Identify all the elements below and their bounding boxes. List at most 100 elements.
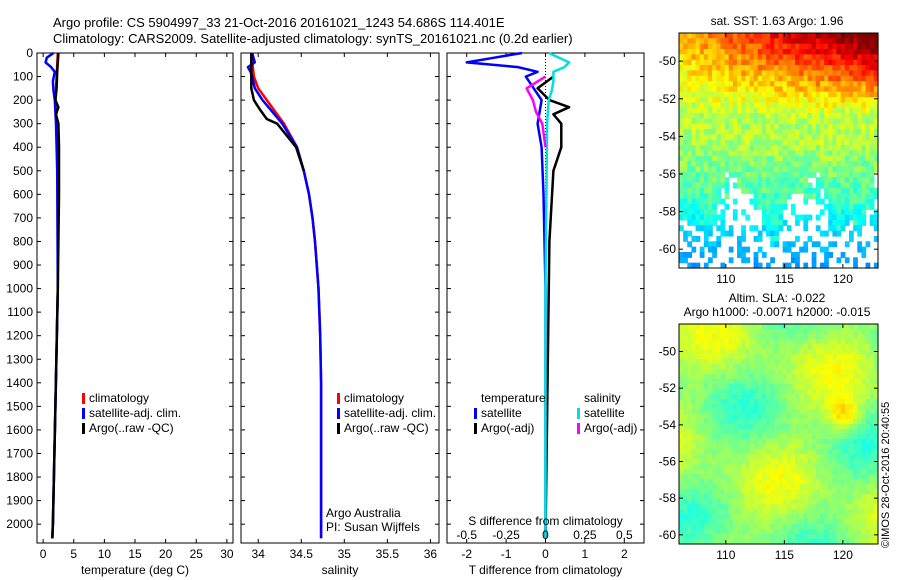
x-tick-label: -2: [461, 547, 472, 561]
x-tick-label: 15: [128, 547, 142, 561]
salinity-legend-climatology-swatch: [337, 393, 340, 404]
difference-legend: temperature salinitysatelliteArgo(-adj)sa…: [474, 391, 637, 435]
map-x-tick-label: 115: [775, 272, 794, 286]
map-y-tick-label: -50: [659, 345, 677, 359]
x-tick-label: -1: [501, 547, 512, 561]
sst-map-title: sat. SST: 1.63 Argo: 1.96: [711, 14, 844, 28]
map-x-tick-label: 110: [716, 548, 735, 562]
y-tick-label: 2000: [6, 517, 33, 531]
y-tick-label: 500: [13, 164, 33, 178]
y-tick-label: 1400: [6, 376, 33, 390]
map-y-tick-label: -52: [659, 381, 677, 395]
map-y-tick-label: -60: [659, 242, 677, 256]
salinity-series-argo: [250, 53, 305, 172]
watermark: ©IMOS 28-Oct-2016 20:40:55: [880, 402, 892, 548]
y-tick-label: 1000: [6, 282, 33, 296]
y-tick-label: 1200: [6, 329, 33, 343]
x-tick-label: 36: [424, 547, 438, 561]
x-tick-label: 30: [220, 547, 234, 561]
s-diff-tick-label: -0.25: [492, 528, 520, 542]
x-tick-label: 34: [252, 547, 266, 561]
x-tick-label: 1: [582, 547, 589, 561]
y-tick-label: 1700: [6, 446, 33, 460]
x-tick-label: 25: [190, 547, 204, 561]
y-tick-label: 600: [13, 187, 33, 201]
salinity-xlabel: salinity: [322, 563, 359, 577]
salinity-legend-climatology-label: climatology: [344, 391, 404, 405]
y-tick-label: 1900: [6, 494, 33, 508]
x-tick-label: 0: [542, 547, 549, 561]
sst-map-panel: sat. SST: 1.63 Argo: 1.96 110 115 120 -50 -52…: [659, 14, 879, 286]
temperature-plot-frame: [36, 52, 234, 544]
map-y-tick-label: -54: [659, 129, 677, 143]
diff-legend-s-argo-swatch: [577, 423, 580, 434]
x-tick-label: 2: [621, 547, 628, 561]
y-tick-label: 300: [13, 117, 33, 131]
diff-legend-t-argo-swatch: [474, 423, 477, 434]
s-diff-tick-label: 0.25: [573, 528, 597, 542]
map-x-tick-label: 110: [716, 272, 735, 286]
map-x-tick-label: 120: [833, 272, 853, 286]
map-y-tick-label: -52: [659, 92, 677, 106]
y-tick-label: 400: [13, 140, 33, 154]
temperature-panel: 0100200300400500600700800900100011001200…: [6, 46, 234, 577]
map-y-tick-label: -58: [659, 491, 677, 505]
map-y-tick-label: -56: [659, 455, 677, 469]
salinity-legend-satellite-label: satellite-adj. clim.: [344, 406, 436, 420]
difference-series-satellite: [465, 51, 547, 539]
difference-series-salinity_argo: [525, 75, 547, 148]
diff-legend-s-argo-label: Argo(-adj): [584, 421, 637, 435]
salinity-annotation: PI: Susan Wijffels: [326, 520, 420, 534]
temperature-legend-satellite-label: satellite-adj. clim.: [89, 406, 181, 420]
salinity-legend-satellite-swatch: [337, 408, 340, 419]
y-tick-label: 800: [13, 234, 33, 248]
x-tick-label: 5: [70, 547, 77, 561]
sla-map-title: Altim. SLA: -0.022: [729, 291, 826, 305]
y-tick-label: 900: [13, 258, 33, 272]
x-tick-label: 35: [338, 547, 352, 561]
diff-legend-s-satellite-swatch: [577, 408, 580, 419]
sla-map-frame: [678, 323, 879, 545]
temperature-legend-argo-label: Argo(..raw -QC): [89, 421, 174, 435]
s-diff-xlabel: S difference from climatology: [468, 514, 623, 528]
difference-series-argo: [536, 75, 571, 539]
map-y-tick-label: -54: [659, 418, 677, 432]
y-tick-label: 1300: [6, 352, 33, 366]
s-diff-tick-label: 0: [542, 528, 549, 542]
sst-map-field: [679, 33, 879, 269]
y-tick-label: 100: [13, 70, 33, 84]
temperature-series-argo: [51, 52, 61, 539]
sla-map-subtitle: Argo h1000: -0.0071 h2000: -0.015: [684, 305, 871, 319]
s-diff-tick-label: -0.5: [456, 528, 477, 542]
temperature-legend-satellite-swatch: [82, 408, 85, 419]
title-line-2: Climatology: CARS2009. Satellite-adjuste…: [53, 31, 573, 46]
x-tick-label: 10: [98, 547, 112, 561]
map-x-tick-label: 115: [775, 548, 794, 562]
salinity-plot-frame: [240, 52, 440, 544]
diff-legend-t-satellite-swatch: [474, 408, 477, 419]
sla-map-field: [679, 324, 879, 545]
s-diff-tick-label: 0.5: [616, 528, 633, 542]
salinity-legend-argo-label: Argo(..raw -QC): [344, 421, 429, 435]
map-y-tick-label: -58: [659, 205, 677, 219]
diff-legend-t-argo-label: Argo(-adj): [481, 421, 534, 435]
difference-xlabel: T difference from climatology: [469, 563, 623, 577]
map-x-tick-label: 120: [833, 548, 853, 562]
temperature-xlabel: temperature (deg C): [81, 563, 189, 577]
x-tick-label: 34.5: [290, 547, 314, 561]
sst-map-frame: [678, 32, 879, 269]
diff-legend-s-satellite-label: satellite: [584, 406, 625, 420]
y-tick-label: 1600: [6, 423, 33, 437]
salinity-annotation: Argo Australia: [326, 506, 401, 520]
difference-panel: -2 -1 0 1 2 T difference from climatology -0.5…: [446, 51, 645, 577]
map-y-tick-label: -50: [659, 54, 677, 68]
map-y-tick-label: -60: [659, 528, 677, 542]
legend-title-temperature: temperature: [481, 391, 546, 405]
temperature-legend-argo-swatch: [82, 423, 85, 434]
salinity-legend-argo-swatch: [337, 423, 340, 434]
y-tick-label: 200: [13, 93, 33, 107]
